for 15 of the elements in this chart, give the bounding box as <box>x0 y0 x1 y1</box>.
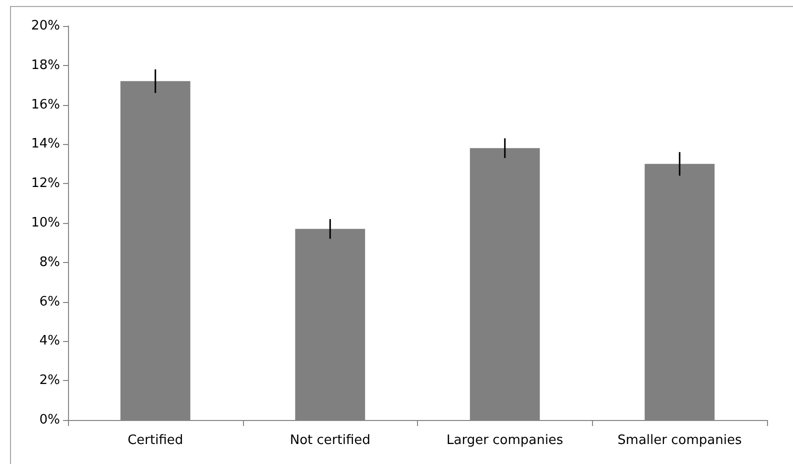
y-tick-label: 4% <box>39 334 60 349</box>
y-tick-label: 10% <box>31 216 60 230</box>
y-tick-label: 6% <box>39 294 60 310</box>
y-tick-label: 0% <box>39 412 60 428</box>
y-tick-label: 8% <box>39 254 60 270</box>
x-tick-label: Smaller companies <box>618 433 742 448</box>
y-tick-label: 20% <box>31 18 60 34</box>
x-tick-label: Certified <box>128 433 184 448</box>
y-tick-label: 18% <box>31 58 60 73</box>
y-tick-label: 12% <box>31 176 60 192</box>
y-tick-label: 2% <box>39 373 60 388</box>
x-tick-label: Not certified <box>290 433 370 448</box>
y-tick-label: 16% <box>31 97 60 112</box>
y-tick-label: 14% <box>31 136 60 152</box>
x-tick-label: Larger companies <box>446 433 564 448</box>
